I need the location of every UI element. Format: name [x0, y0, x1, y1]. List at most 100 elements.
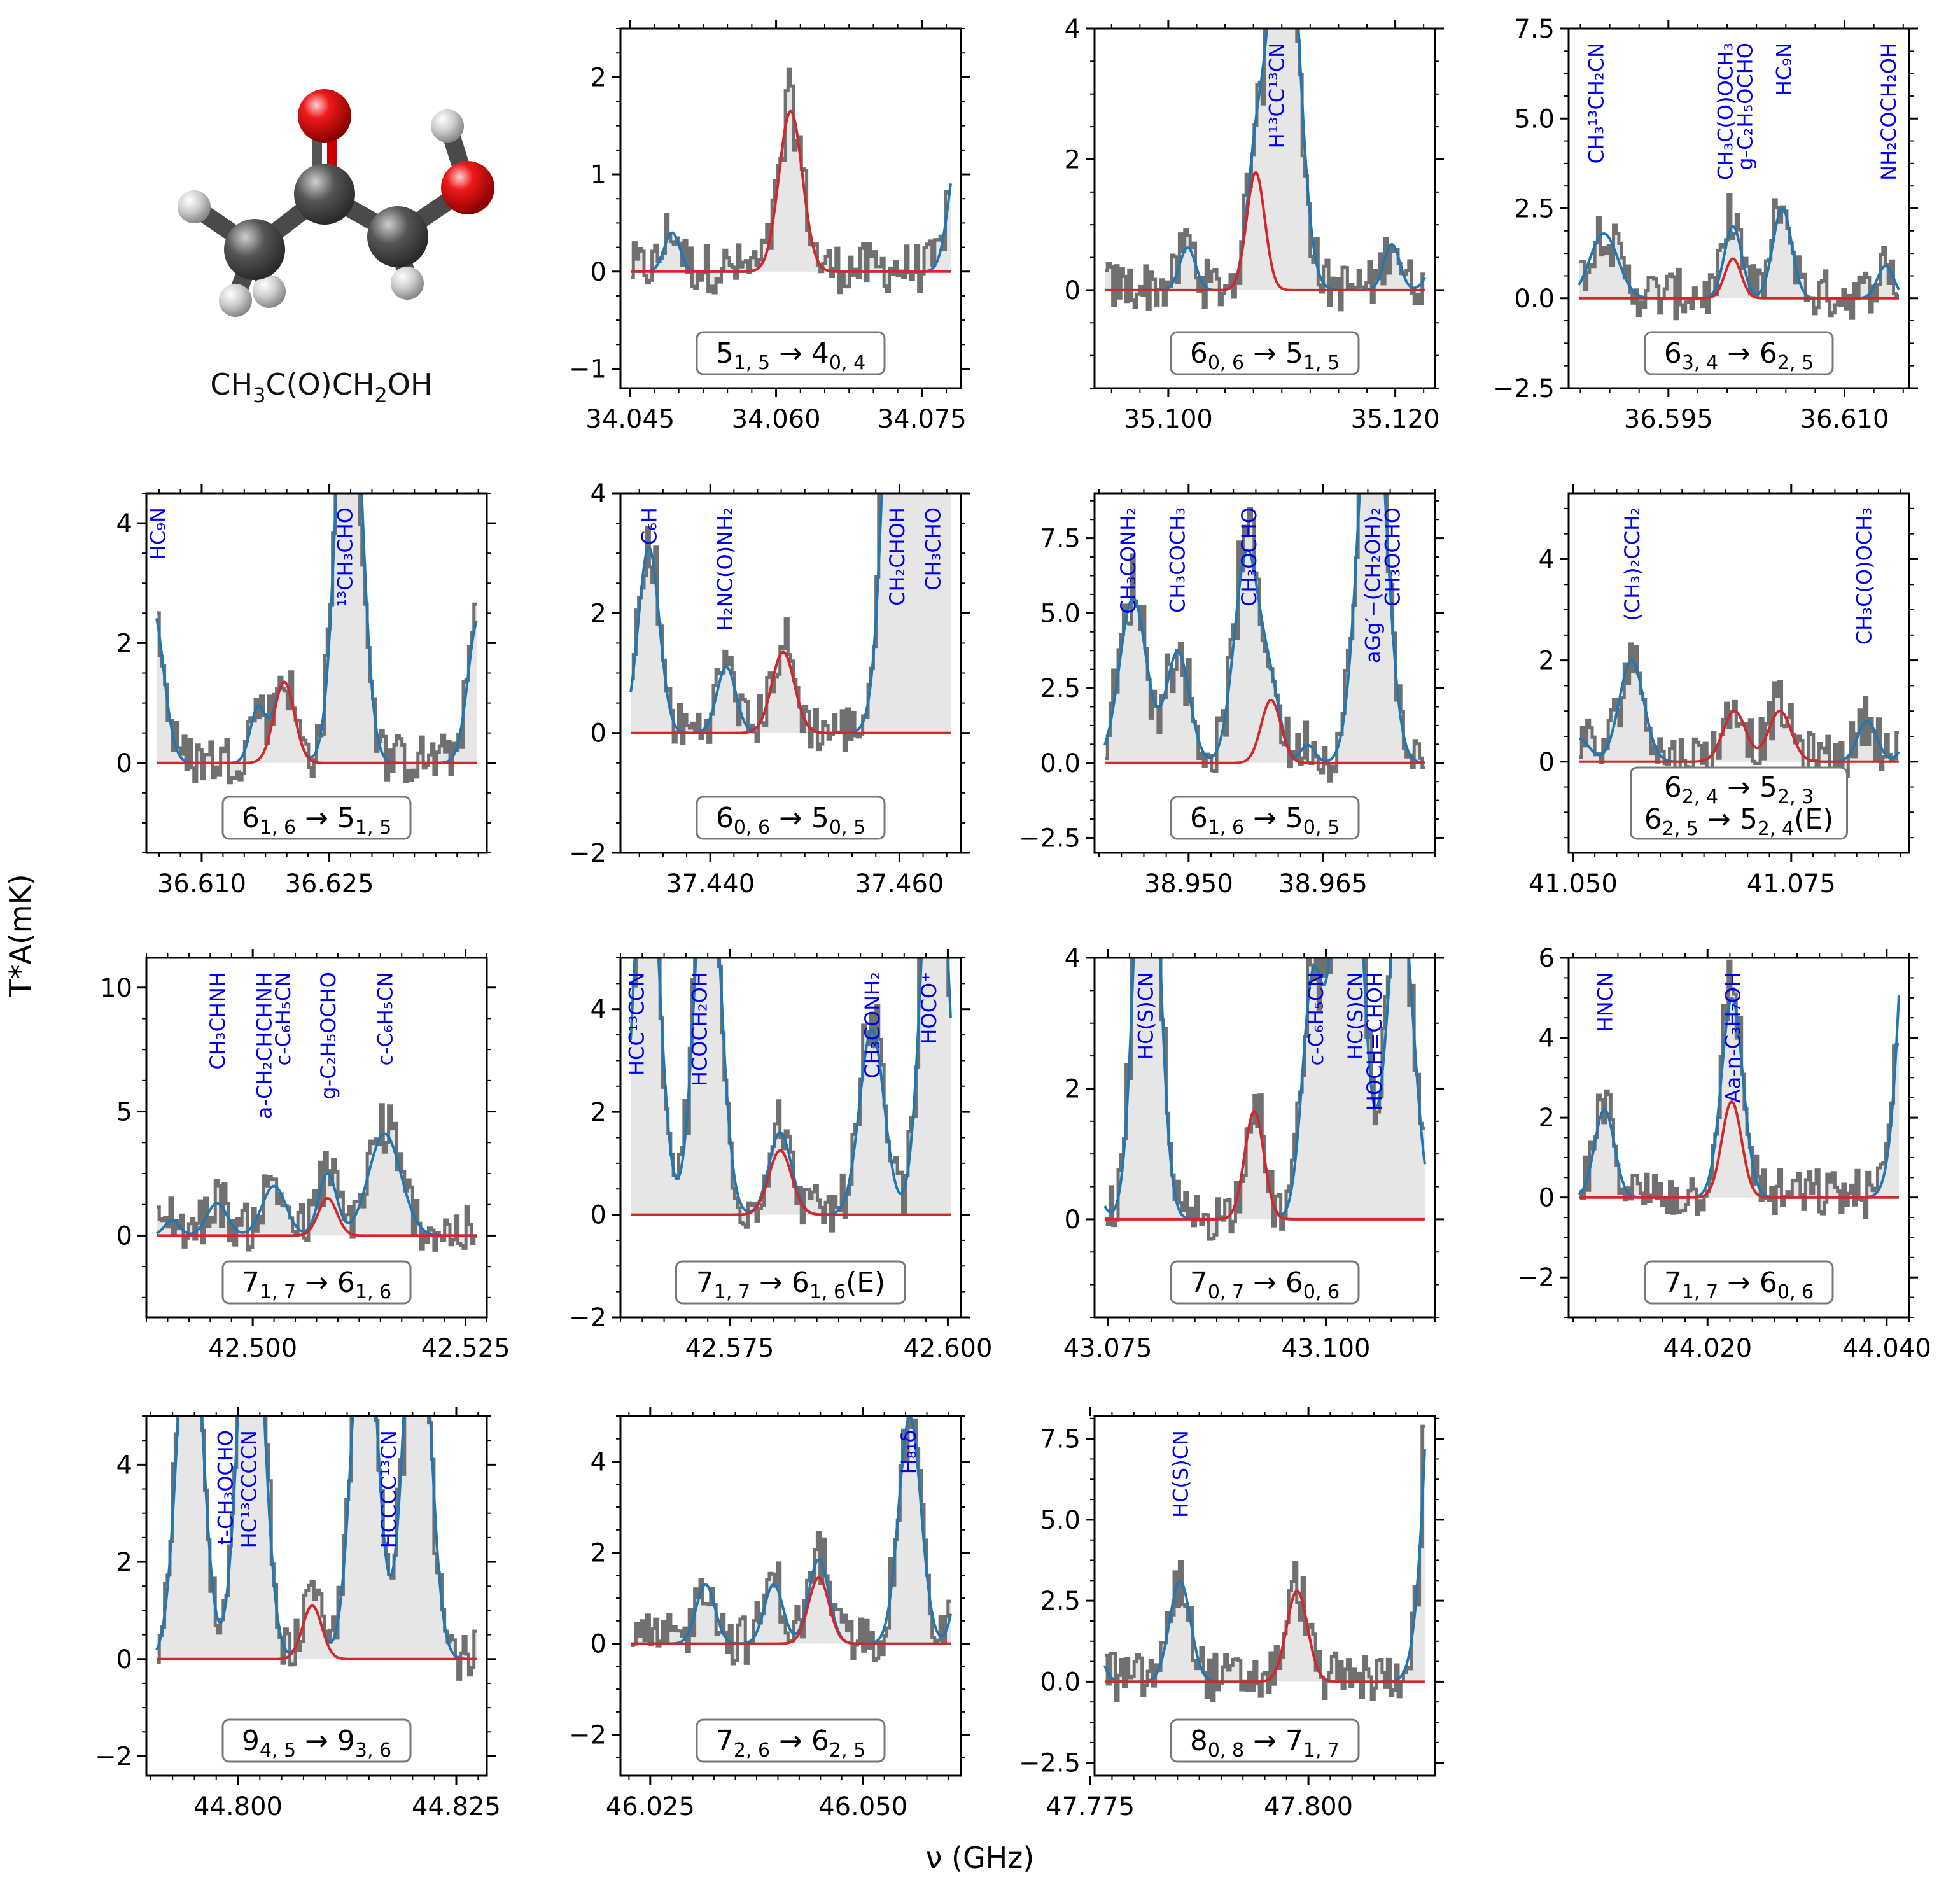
formula-part: 3 [253, 383, 265, 407]
target-model-line [1105, 1589, 1425, 1683]
target-model-line [631, 1576, 951, 1645]
species-label: HCOCH₂OH [687, 972, 711, 1086]
x-tick-label: 44.040 [1842, 1334, 1931, 1363]
y-tick-label: 0 [591, 1201, 606, 1230]
species-label: (CH₃)₂CCH₂ [1620, 507, 1644, 621]
transition-label-box [1644, 1260, 1834, 1305]
plot-frame [619, 1415, 962, 1777]
species-label: HC(S)CN [1343, 972, 1368, 1060]
y-tick-label: 0 [116, 1221, 132, 1251]
spectrum-panel: (CH₃)₂CCH₂ CH₃C(O)OCH₃ 0 2 4 41.050 41.075 62, … [1529, 484, 1918, 899]
transition-label: 63, 4 → 62, 5 [1664, 337, 1814, 374]
hydrogen-atom [219, 284, 252, 317]
x-tick-label: 46.025 [606, 1792, 695, 1821]
species-label: CH₃CHNH [206, 972, 230, 1070]
total-model-line [629, 958, 952, 1216]
spectrum-panel: t-CH₃OCHO HC¹³CCCCN HCCCC¹³CN −2 0 2 4 44.800 44… [95, 1407, 501, 1821]
y-tick-label: 2 [1539, 1104, 1555, 1133]
species-label: CH₂CHOH [885, 507, 909, 606]
carbon-atom [367, 206, 428, 267]
y-tick-label: 7.5 [1040, 524, 1081, 554]
observed-spectrum-fill [1579, 961, 1899, 1218]
y-tick-label: 0 [116, 1645, 132, 1674]
formula-part: OH [388, 367, 433, 402]
species-label: HC¹³CCCCN [237, 1430, 262, 1548]
transition-label-box [696, 796, 886, 840]
species-label: H₂NC(O)NH₂ [713, 507, 737, 631]
observed-spectrum-fill [1105, 1426, 1425, 1701]
species-label: g-C₂H₅OCHO [1733, 43, 1758, 171]
transition-label-box [1644, 331, 1834, 375]
species-label: ¹³CH₃CHO [333, 507, 358, 607]
y-tick-label: 2 [1065, 1074, 1081, 1104]
y-tick-label: 2 [591, 599, 606, 628]
x-tick-label: 36.610 [157, 869, 246, 899]
species-label: HNCN [1593, 972, 1617, 1032]
transition-label: 60, 6 → 51, 5 [1190, 337, 1340, 374]
hydrogen-atom [253, 275, 286, 308]
observed-spectrum [631, 958, 951, 1233]
species-label: c-C₆H₅CN [374, 972, 398, 1065]
x-axis-label: ν (GHz) [926, 1841, 1035, 1875]
x-tick-label: 41.075 [1747, 869, 1836, 899]
x-tick-label: 42.500 [208, 1334, 297, 1363]
molecule-label: CH3C(O)CH2OH [210, 367, 432, 407]
x-tick-label: 34.060 [732, 405, 821, 434]
y-tick-label: 7.5 [1040, 1425, 1081, 1454]
formula-part: C(O)CH [265, 367, 374, 402]
total-model-line [1103, 1449, 1426, 1683]
y-tick-label: 4 [591, 1448, 606, 1477]
y-tick-label: −2 [569, 1303, 606, 1333]
panels: −1 0 1 2 34.045 34.060 34.075 51, 5 → 40, 4 H¹³C… [95, 15, 1931, 1821]
species-label: Aa-n-C₃H₇OH [1721, 972, 1746, 1103]
observed-spectrum-fill [157, 493, 477, 783]
x-tick-label: 36.595 [1624, 405, 1713, 434]
carbon-atom [294, 164, 355, 225]
species-label: CH₃C(O)OCH₃ [1713, 43, 1737, 180]
y-tick-label: 0 [591, 719, 606, 748]
observed-spectrum [1105, 1424, 1425, 1702]
species-label: CH₃COCH₃ [1166, 507, 1190, 613]
x-tick-label: 38.950 [1144, 869, 1233, 899]
spectrum-panel: HC(S)CN c-C₆H₅CN HC(S)CNHOCH=CHOH02443.075… [1063, 944, 1444, 1363]
species-label: CH₃C(O)OCH₃ [1852, 507, 1877, 645]
target-model-line [1105, 1110, 1425, 1221]
x-tick-label: 37.440 [666, 869, 755, 899]
total-model-line [155, 493, 478, 764]
y-tick-label: 2 [116, 629, 132, 658]
x-tick-label: 42.600 [903, 1334, 992, 1363]
observed-spectrum [157, 1416, 477, 1681]
x-tick-label: 46.050 [818, 1792, 907, 1821]
species-label: HOCO⁺ [917, 972, 941, 1044]
transition-label: 80, 8 → 71, 7 [1190, 1725, 1340, 1762]
y-tick-label: 0 [1065, 276, 1081, 305]
species-label: a-CH₂CHCHNH [253, 972, 277, 1119]
y-tick-label: 0 [1539, 748, 1555, 777]
x-tick-label: 34.075 [878, 405, 967, 434]
target-model-line [157, 1604, 477, 1660]
target-model-line [1105, 171, 1425, 291]
y-tick-label: 4 [591, 995, 606, 1025]
y-axis-label: T*A(mK) [3, 874, 38, 997]
species-label: c-C₆H₅CN [271, 972, 295, 1065]
x-tick-label: 44.800 [193, 1792, 283, 1821]
species-label: CH₃CONH₂ [860, 972, 885, 1079]
x-tick-label: 36.625 [285, 869, 374, 899]
spectrum-panel: HNCN Aa-n-C₃H₇OH −2 0 2 4 6 44.020 44.040 71, 7 →… [1517, 944, 1931, 1363]
x-tick-label: 35.100 [1124, 405, 1213, 434]
target-model-line [631, 109, 951, 273]
transition-label-box [1170, 331, 1360, 375]
x-tick-label: 47.800 [1264, 1792, 1353, 1821]
plot-frame [1093, 492, 1436, 854]
transition-label: 61, 6 → 51, 5 [242, 802, 391, 839]
species-label: HC₉N [1772, 43, 1796, 95]
species-label: HC(S)CN [1134, 972, 1158, 1060]
y-tick-label: 0 [1065, 1205, 1081, 1235]
target-model-line [1579, 710, 1899, 763]
carbon-atom [224, 219, 285, 280]
species-label: CH₃CONH₂ [1116, 507, 1140, 614]
hydrogen-atom [431, 109, 464, 143]
x-tick-label: 42.575 [685, 1334, 774, 1363]
